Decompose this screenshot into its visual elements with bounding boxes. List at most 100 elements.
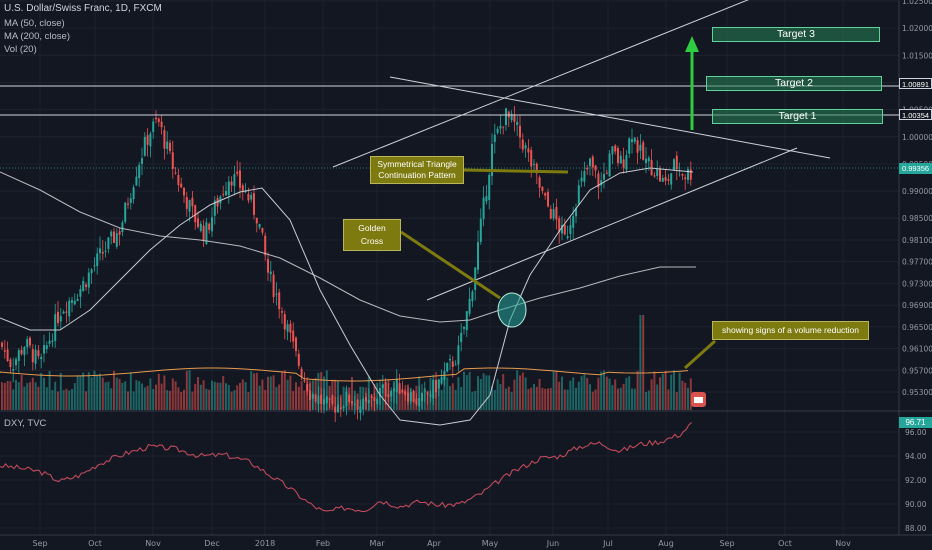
candle-body [57,311,59,324]
volume-bar [513,379,516,410]
candle-body [510,113,513,121]
volume-bar [93,370,96,410]
ma200-legend[interactable]: MA (200, close) [4,31,70,42]
volume-bar [3,382,6,410]
volume-bar [558,381,561,410]
dxy-tick-label: 90.00 [905,500,927,509]
candle-body [297,353,300,366]
volume-bar [87,372,90,410]
candle-body [379,388,381,397]
golden-cross-callout[interactable]: Golden Cross [343,219,401,251]
candle-body [323,399,325,405]
candle-body [591,156,594,168]
volume-bar [51,390,54,410]
volume-callout[interactable]: showing signs of a volume reduction [712,321,869,340]
volume-bar [166,390,169,410]
volume-bar [110,388,113,410]
candle-body [127,203,129,205]
candle-body [54,314,57,341]
candle-body [407,392,409,402]
candle-body [505,108,507,126]
candle-body [398,383,401,394]
candle-body [485,196,488,202]
volume-bar [631,388,633,410]
ma50-legend[interactable]: MA (50, close) [4,18,65,29]
candle-body [328,398,331,400]
volume-bar [485,375,488,410]
volume-bar [334,379,337,410]
candle-body [426,392,429,395]
volume-bar [121,382,124,410]
candle-body [272,274,275,297]
volume-bar [645,391,647,410]
candle-body [454,364,457,366]
volume-bar [656,384,659,410]
price-tick-label: 1.01500 [902,51,932,60]
candle-body [586,167,589,170]
dxy-legend[interactable]: DXY, TVC [4,418,47,429]
volume-bar [381,384,384,410]
volume-bar [533,383,535,410]
candle-body [216,198,219,207]
volume-bar [300,381,303,410]
volume-bar [59,372,62,410]
candle-body [115,233,118,247]
volume-bar [76,375,79,410]
candle-body [250,194,253,200]
target-1-box[interactable]: Target 1 [712,109,883,124]
volume-bar [146,385,149,410]
volume-bar [141,383,143,410]
dxy-tick-label: 96.00 [905,428,927,437]
volume-bar [505,388,507,410]
time-tick-label: Nov [145,539,161,548]
candle-body [6,349,9,361]
volume-bar [37,386,40,410]
candle-body [376,398,379,404]
volume-bar [17,382,20,410]
candle-body [79,289,82,297]
volume-bar [566,389,569,410]
volume-bar [572,377,575,410]
candle-body [101,251,104,254]
volume-bar [376,382,379,410]
volume-bar [174,381,177,410]
candle-body [34,349,37,364]
volume-legend[interactable]: Vol (20) [4,44,37,55]
volume-bar [482,373,485,410]
price-tick-label: 0.98500 [902,214,932,223]
volume-bar [261,379,264,410]
volume-bar [247,391,250,410]
candle-body [675,155,678,170]
candle-body [23,346,26,356]
volume-bar [20,374,23,410]
candle-body [605,172,608,174]
time-tick-label: Nov [835,539,851,548]
triangle-callout[interactable]: Symmetrical Triangle Continuation Patter… [370,156,464,184]
candle-body [303,380,306,382]
candle-body [401,390,404,393]
candle-body [132,187,135,200]
candle-body [670,173,673,185]
target-2-box[interactable]: Target 2 [706,76,882,91]
candle-body [387,394,390,398]
candle-body [65,311,68,313]
candle-body [286,324,289,332]
volume-bar [516,370,519,410]
volume-bar [510,391,513,410]
volume-bar [591,391,594,410]
volume-bar [594,389,597,410]
volume-bar [34,382,37,410]
volume-bar [342,386,345,410]
candle-body [219,196,222,204]
candle-body [317,395,320,404]
volume-bar [43,377,45,410]
candle-body [533,163,535,165]
target-3-box[interactable]: Target 3 [712,27,880,42]
candle-body [614,145,617,152]
volume-bar [250,371,253,410]
candle-body [513,115,516,122]
candle-body [82,280,85,291]
volume-bar [115,377,118,410]
candle-body [502,126,505,128]
